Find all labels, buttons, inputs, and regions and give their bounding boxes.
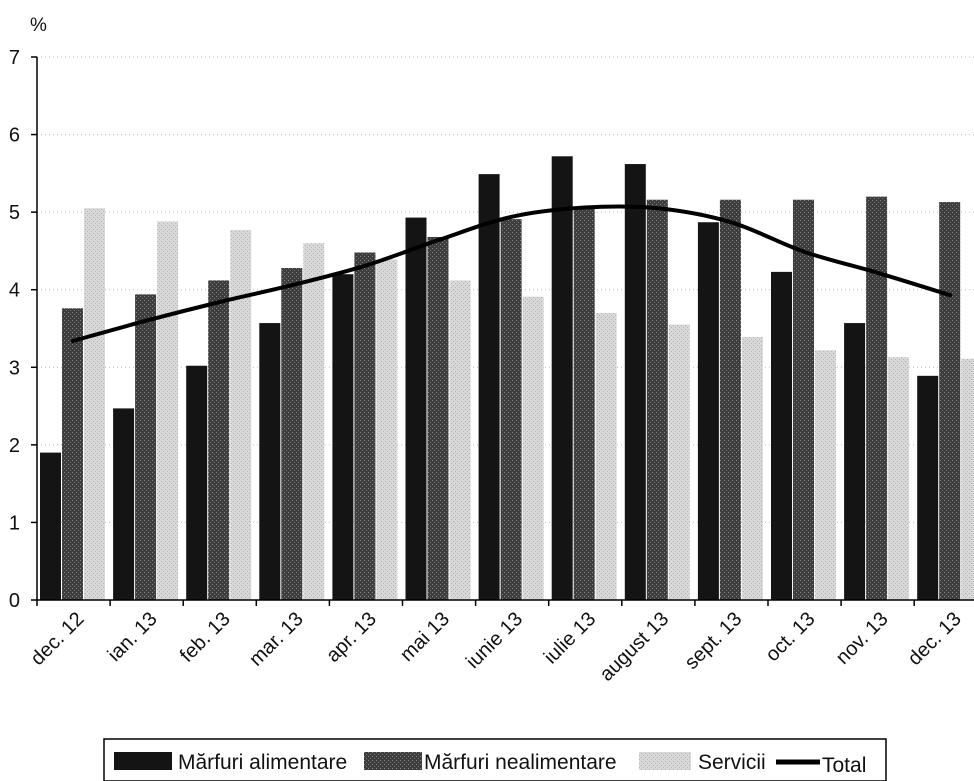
x-category-label: dec. 13 [904,608,966,670]
legend-label: Mărfuri nealimentare [424,751,617,774]
legend-box [103,738,887,781]
axes [31,56,974,606]
bar-nealimentare [135,294,157,600]
bar-servicii [961,358,974,600]
bar-alimentare [478,174,500,600]
bar-alimentare [844,323,866,600]
x-category-label: iulie 13 [540,608,600,668]
bar-nealimentare [793,199,814,600]
legend-label: Total [822,754,866,777]
y-tick-label: 3 [9,357,20,379]
y-unit-label: % [30,15,47,36]
legend-label: Mărfuri alimentare [178,751,347,774]
y-tick-label: 7 [9,47,20,69]
x-category-label: iunie 13 [462,608,527,673]
x-category-label: dec. 12 [27,608,89,670]
y-tick-label: 4 [9,280,20,302]
bar-alimentare [551,156,573,600]
bar-servicii [888,357,910,600]
bar-alimentare [40,452,61,600]
legend-label: Servicii [698,751,766,774]
bar-nealimentare [427,236,449,601]
x-category-label: nov. 13 [832,608,893,669]
bar-servicii [815,350,836,600]
bar-servicii [449,280,471,600]
bar-nealimentare [573,206,595,600]
y-tick-label: 2 [9,435,20,457]
y-tick-label: 6 [9,125,20,147]
bar-nealimentare [719,199,741,600]
x-category-label: oct. 13 [762,608,820,666]
bar-servicii [522,296,544,600]
x-category-label: august 13 [596,608,674,686]
y-tick-label: 1 [9,512,20,534]
bar-nealimentare [500,219,522,601]
bar-nealimentare [939,202,961,600]
bar-servicii [157,221,179,601]
bar-alimentare [624,164,646,600]
bar-nealimentare [646,199,668,600]
x-category-label: mai 13 [396,608,454,666]
x-category-label: mar. 13 [245,608,308,671]
x-category-label: apr. 13 [322,608,381,667]
bar-servicii [668,324,690,600]
legend-swatch [114,752,172,770]
bar-nealimentare [354,252,376,601]
bar-servicii [376,259,398,600]
x-category-label: feb. 13 [176,608,235,667]
x-category-label: ian. 13 [104,608,162,666]
bar-alimentare [771,271,792,600]
bar-nealimentare [208,280,230,600]
bar-nealimentare [866,196,888,600]
bar-alimentare [697,222,719,600]
bar-servicii [84,208,105,600]
bar-servicii [595,312,617,600]
y-tick-label: 5 [9,202,20,224]
bar-alimentare [405,217,427,600]
bars [40,156,974,601]
bar-alimentare [186,365,208,600]
legend: Mărfuri alimentare Mărfuri nealimentare Se… [103,738,887,781]
bar-alimentare [113,408,135,600]
bar-alimentare [332,274,354,600]
bar-nealimentare [62,308,83,600]
legend-swatch [639,752,691,770]
y-tick-label: 0 [9,590,20,612]
legend-swatch [364,752,422,770]
total-line-layer [71,204,953,343]
bar-servicii [303,243,325,600]
bar-alimentare [917,375,939,600]
bar-servicii [230,229,252,600]
bar-nealimentare [281,267,303,600]
bar-servicii [741,337,763,600]
bar-alimentare [259,323,281,600]
x-category-label: sept. 13 [681,608,747,674]
